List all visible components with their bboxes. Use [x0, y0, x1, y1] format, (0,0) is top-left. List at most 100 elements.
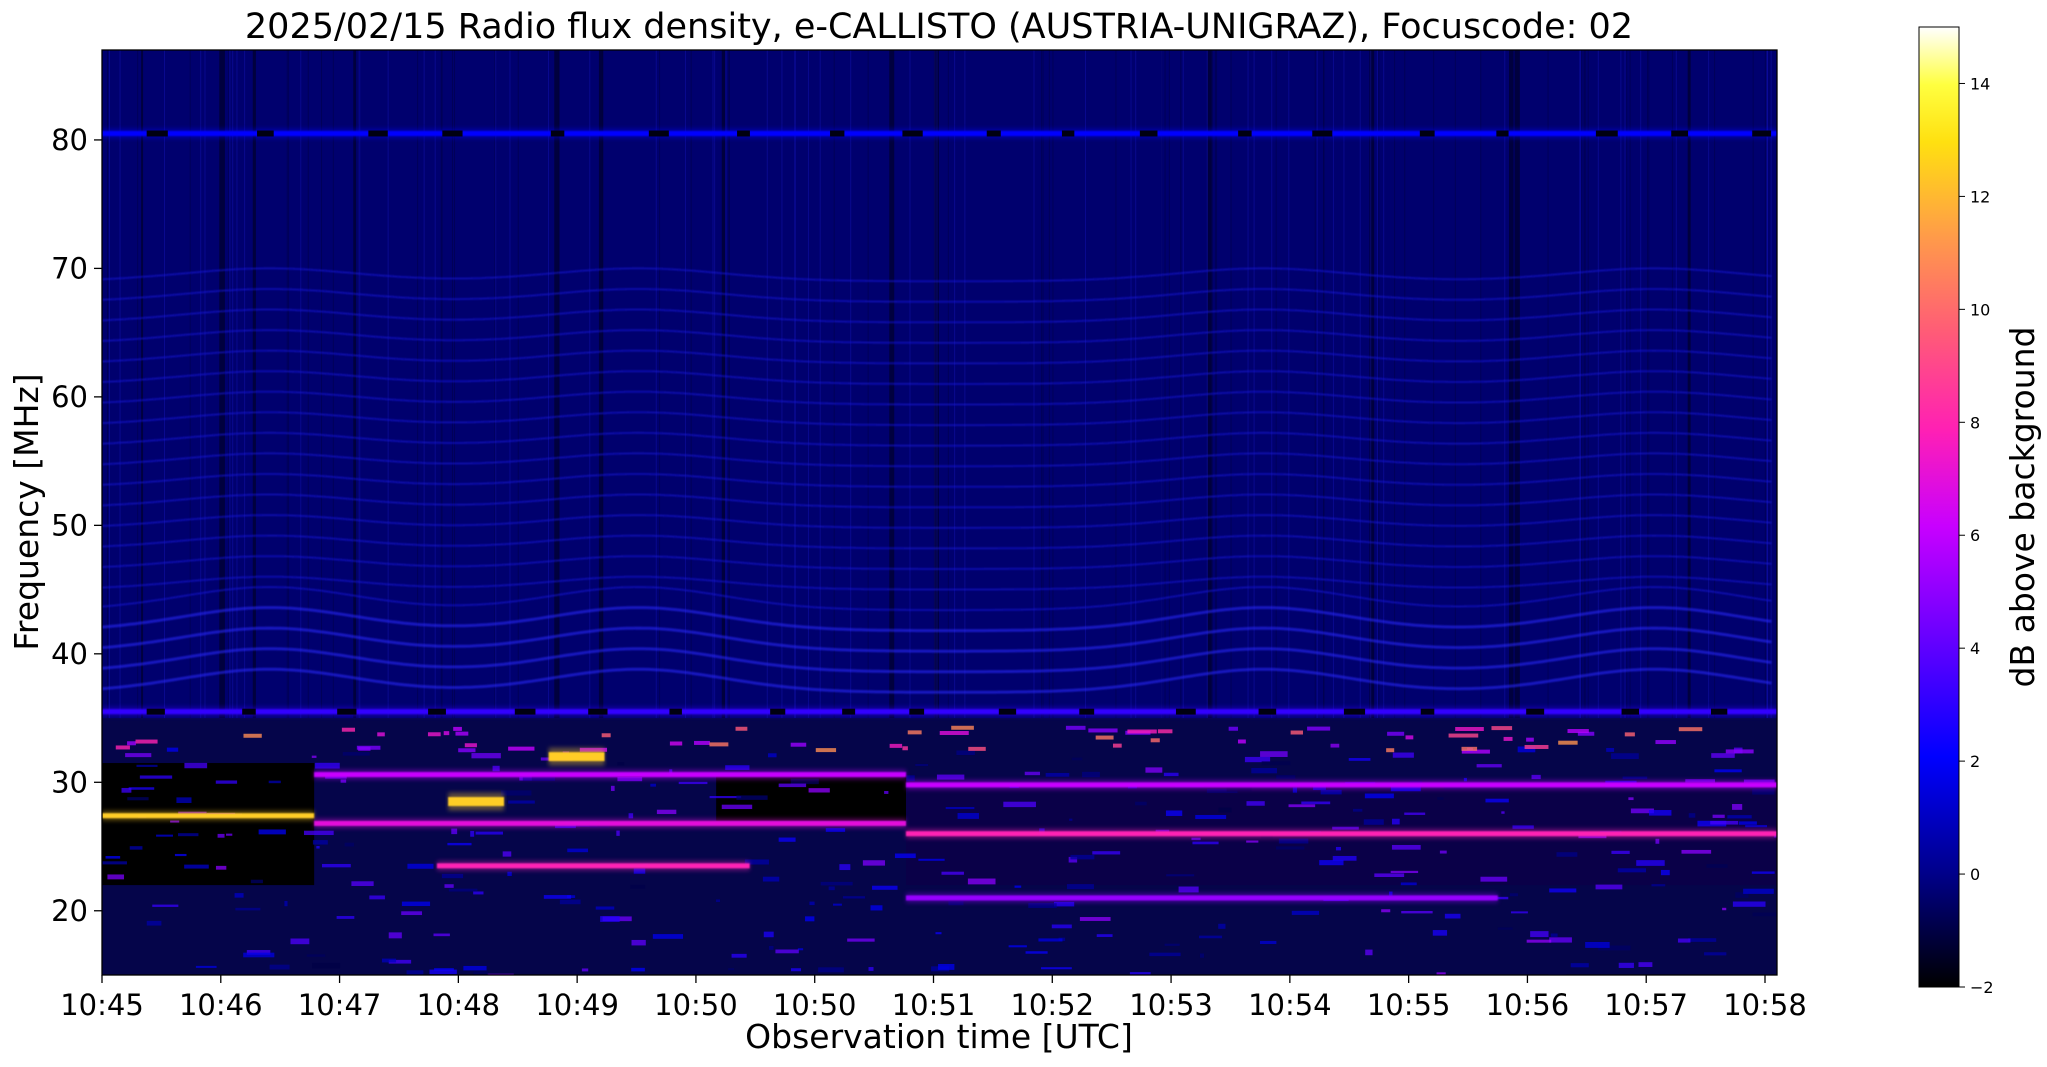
streak-mark	[1376, 50, 1378, 975]
noise-speck	[820, 881, 853, 886]
band-gap	[514, 708, 536, 715]
streak-mark	[1206, 50, 1208, 975]
noise-speck	[1127, 729, 1157, 734]
noise-speck	[768, 945, 774, 950]
noise-speck	[268, 780, 281, 784]
noise-speck	[1335, 846, 1341, 851]
noise-speck	[429, 969, 457, 975]
x-tick-label: 10:52	[1010, 988, 1094, 1022]
noise-speck	[1503, 736, 1513, 741]
streak-mark	[387, 50, 389, 975]
noise-speck	[246, 950, 271, 955]
noise-speck	[939, 730, 969, 735]
noise-speck	[1320, 789, 1342, 795]
band-mark	[102, 131, 1777, 137]
streak-mark	[288, 50, 290, 975]
noise-speck	[1290, 730, 1303, 735]
colorbar-tick-label: 8	[1970, 413, 1980, 432]
streak-mark	[1504, 50, 1506, 975]
noise-speck	[725, 765, 750, 770]
noise-speck	[1524, 744, 1549, 749]
streak-mark	[807, 50, 809, 975]
noise-speck	[948, 901, 964, 906]
noise-speck	[778, 783, 807, 788]
streak-mark	[1378, 50, 1380, 975]
ripple-layer	[102, 267, 1772, 694]
noise-speck	[1246, 801, 1265, 806]
noise-speck	[716, 899, 721, 903]
noise-speck	[1028, 903, 1057, 908]
streak-mark	[1764, 50, 1766, 975]
noise-speck	[628, 813, 634, 819]
plot-frame	[101, 49, 1778, 976]
noise-speck	[1681, 849, 1712, 854]
noise-speck	[842, 896, 866, 899]
noise-speck	[1051, 924, 1072, 929]
noise-speck	[176, 797, 192, 803]
noise-speck	[694, 740, 710, 745]
noise-speck	[616, 830, 620, 836]
streak-mark	[867, 50, 869, 975]
noise-speck	[1437, 797, 1444, 800]
streak-mark	[850, 50, 852, 975]
noise-speck	[1585, 941, 1610, 948]
band-gap	[902, 130, 923, 137]
noise-speck	[1461, 749, 1490, 754]
band-mark	[906, 831, 1777, 837]
noise-speck	[1332, 855, 1357, 861]
noise-speck	[517, 974, 541, 975]
noise-speck	[369, 895, 385, 900]
noise-speck	[1332, 826, 1359, 830]
noise-speck	[1512, 825, 1534, 829]
noise-speck	[1405, 735, 1414, 740]
streak-mark	[794, 50, 796, 975]
noise-speck	[311, 755, 317, 758]
noise-speck	[473, 891, 484, 895]
noise-speck	[451, 828, 458, 835]
band-gap	[1595, 130, 1618, 137]
noise-speck	[1348, 758, 1371, 761]
noise-speck	[1618, 962, 1634, 968]
noise-speck	[902, 746, 908, 751]
streak-mark	[1647, 50, 1649, 975]
noise-speck	[1391, 844, 1421, 850]
noise-speck	[1066, 884, 1094, 890]
streak-mark	[1359, 50, 1361, 975]
streak-mark	[712, 50, 714, 975]
noise-speck	[1611, 850, 1630, 854]
noise-speck	[381, 958, 397, 963]
noise-speck	[778, 837, 796, 842]
noise-speck	[1655, 838, 1660, 844]
x-tick-label: 10:48	[417, 988, 501, 1022]
noise-speck	[178, 833, 199, 837]
noise-speck	[936, 774, 965, 780]
streak-mark	[509, 50, 511, 975]
noise-speck	[1003, 801, 1036, 808]
noise-speck	[601, 733, 611, 738]
band-mark	[314, 820, 907, 826]
noise-speck	[1485, 798, 1509, 803]
noise-speck	[170, 820, 180, 823]
noise-speck	[1276, 775, 1296, 779]
noise-speck	[1678, 727, 1703, 732]
noise-speck	[805, 916, 815, 922]
streak-mark	[1041, 50, 1043, 975]
colorbar-tick-label: 12	[1970, 187, 1990, 206]
streak-mark	[602, 50, 604, 975]
noise-speck	[401, 901, 431, 907]
streak-mark	[307, 50, 309, 975]
band-gap	[1061, 130, 1075, 137]
noise-speck	[1246, 840, 1259, 843]
streak-mark	[1583, 50, 1585, 975]
y-tick-label: 70	[51, 251, 88, 285]
noise-speck	[825, 828, 846, 832]
noise-speck	[1655, 740, 1676, 745]
burst-mark	[448, 797, 504, 807]
noise-speck	[1404, 812, 1426, 815]
noise-speck	[1038, 938, 1063, 942]
noise-speck	[1288, 804, 1316, 808]
noise-speck	[401, 911, 423, 916]
ripple-line	[102, 267, 1772, 283]
noise-speck	[935, 932, 942, 935]
